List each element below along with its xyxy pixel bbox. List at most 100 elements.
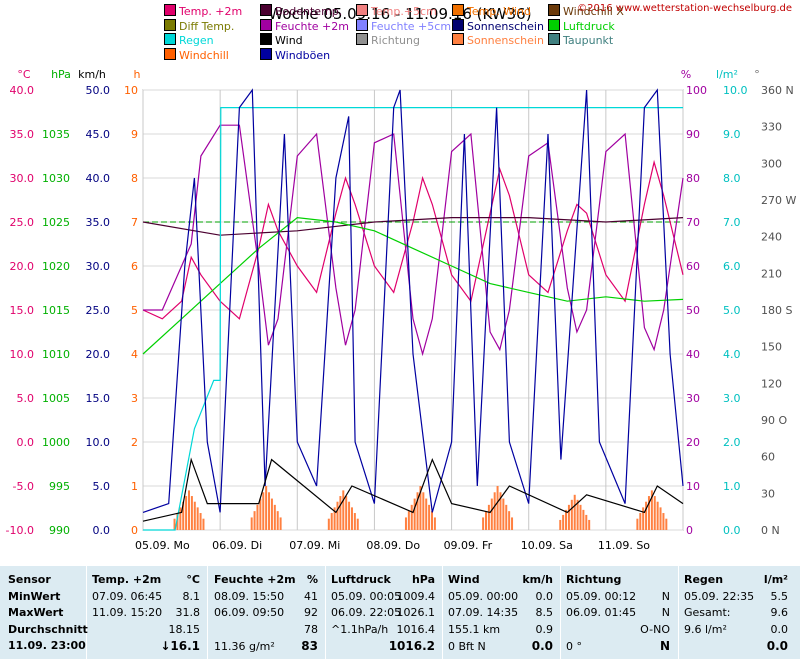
- copyright: ©2016 www.wetterstation-wechselburg.de: [577, 3, 792, 14]
- sunshine-bar: [645, 501, 648, 530]
- header-hum: Feuchte +2m: [214, 573, 296, 586]
- rain-tick: 8.0: [723, 172, 741, 185]
- temp-tick: 15.0: [10, 304, 35, 317]
- sunshine-bar: [182, 501, 185, 530]
- legend-label: Sonnenschein: [467, 19, 544, 33]
- value: 1009.4: [396, 589, 436, 603]
- kmh-tick: 25.0: [86, 304, 111, 317]
- sunshine-bar: [268, 492, 271, 530]
- weather-chart: °C hPa km/h h% l/m² °40.035.030.025.020.015.0…: [6, 68, 797, 552]
- dir-tick: 210: [761, 267, 782, 280]
- time: 9.6 l/m²: [684, 622, 727, 636]
- legend-item: Bodentemp.: [260, 4, 342, 18]
- pct-tick: 30: [686, 392, 700, 405]
- day-label: 08.09. Do: [366, 539, 420, 552]
- pct-tick: 100: [686, 84, 707, 97]
- rain-tick: 7.0: [723, 216, 741, 229]
- sunshine-bar: [404, 517, 407, 530]
- dir-tick: 330: [761, 121, 782, 134]
- sunshine-bar: [570, 499, 573, 530]
- value: 0.9: [535, 622, 554, 636]
- time: 05.09. 00:05: [331, 589, 402, 603]
- h-tick: 2: [131, 436, 138, 449]
- legend-label: Luftdruck: [563, 19, 615, 33]
- legend: Temp. +2m Bodentemp. Temp.+5cm Temp. Wind Wi…: [160, 4, 800, 88]
- value: 1026.1: [396, 606, 436, 619]
- legend-label: Bodentemp.: [275, 5, 343, 18]
- sunshine-bar: [482, 517, 485, 530]
- dir-tick: 150: [761, 341, 782, 354]
- dir-tick: 180 S: [761, 304, 792, 317]
- legend-label: Feuchte +5cm: [371, 19, 452, 33]
- pct-tick: 60: [686, 260, 700, 273]
- time: 07.09. 14:35: [448, 606, 519, 619]
- sunshine-bar: [642, 507, 645, 530]
- legend-label: Temp.+5cm: [371, 5, 437, 18]
- sunshine-bar: [559, 519, 562, 530]
- legend-label: Windchill X: [563, 5, 624, 18]
- value: ↓16.1: [160, 639, 200, 653]
- temp-tick: -5.0: [13, 480, 34, 493]
- legend-swatch: [260, 18, 272, 31]
- axis-unit: %: [681, 68, 691, 81]
- rain-tick: 2.0: [723, 436, 741, 449]
- h-tick: 8: [131, 172, 138, 185]
- value: 18.15: [168, 622, 201, 636]
- legend-label: Taupunkt: [563, 34, 614, 47]
- h-tick: 6: [131, 260, 138, 273]
- hpa-tick: 1030: [42, 172, 70, 185]
- legend-swatch: [260, 4, 272, 16]
- unit: km/h: [522, 573, 553, 586]
- sunshine-bar: [348, 501, 351, 530]
- value: 5.5: [770, 589, 789, 603]
- temp-tick: 25.0: [10, 216, 35, 229]
- rain-tick: 1.0: [723, 480, 741, 493]
- legend-item: Sonnenschein: [452, 18, 544, 33]
- value: 0.0: [770, 622, 789, 636]
- legend-item: Diff Temp.: [164, 18, 234, 33]
- pct-tick: 10: [686, 480, 700, 493]
- value: 8.1: [182, 589, 201, 603]
- sunshine-bar: [636, 518, 639, 530]
- sunshine-bar: [407, 511, 410, 530]
- sunshine-bar: [656, 501, 659, 530]
- h-tick: 3: [131, 392, 138, 405]
- row-label: MinWert: [8, 589, 61, 603]
- summary-rain: Regen l/m² 05.09. 22:35 5.5 Gesamt: 9.6 9.6…: [684, 572, 788, 655]
- sunshine-bar: [253, 511, 256, 530]
- summary-direction: Richtung 05.09. 00:12 N 06.09. 01:45 N O-N…: [566, 572, 670, 655]
- kmh-tick: 30.0: [86, 260, 111, 273]
- sunshine-bar: [647, 496, 650, 530]
- pct-tick: 70: [686, 216, 700, 229]
- hpa-tick: 1025: [42, 216, 70, 229]
- unit: hPa: [411, 573, 435, 586]
- temp-tick: 5.0: [17, 392, 35, 405]
- legend-swatch: [548, 4, 560, 16]
- series-line: [143, 106, 683, 531]
- dir-tick: 0 N: [761, 524, 780, 537]
- header-temp: Temp. +2m: [92, 573, 162, 586]
- legend-swatch: [548, 18, 560, 31]
- sunshine-bar: [342, 490, 345, 530]
- value: O-NO: [640, 622, 670, 636]
- value: 8.5: [535, 606, 554, 619]
- sunshine-bar: [567, 504, 570, 530]
- sunshine-bar: [327, 518, 330, 530]
- legend-label: Wind: [275, 34, 303, 47]
- unit: %: [306, 573, 318, 586]
- legend-label: Regen: [179, 34, 214, 47]
- dir-tick: 240: [761, 231, 782, 244]
- sunshine-bar: [416, 492, 419, 530]
- hpa-tick: 995: [49, 480, 70, 493]
- time: 11.09. 15:20: [92, 606, 163, 619]
- temp-tick: 40.0: [10, 84, 35, 97]
- time: 06.09. 09:50: [214, 606, 285, 619]
- header-sensor: Sensor: [8, 573, 51, 586]
- sunshine-bar: [336, 501, 339, 530]
- rain-tick: 3.0: [723, 392, 741, 405]
- axis-unit: °C: [17, 68, 31, 81]
- sunshine-bar: [333, 507, 336, 530]
- time: 07.09. 06:45: [92, 589, 163, 603]
- legend-swatch: [356, 4, 368, 16]
- h-tick: 0: [131, 524, 138, 537]
